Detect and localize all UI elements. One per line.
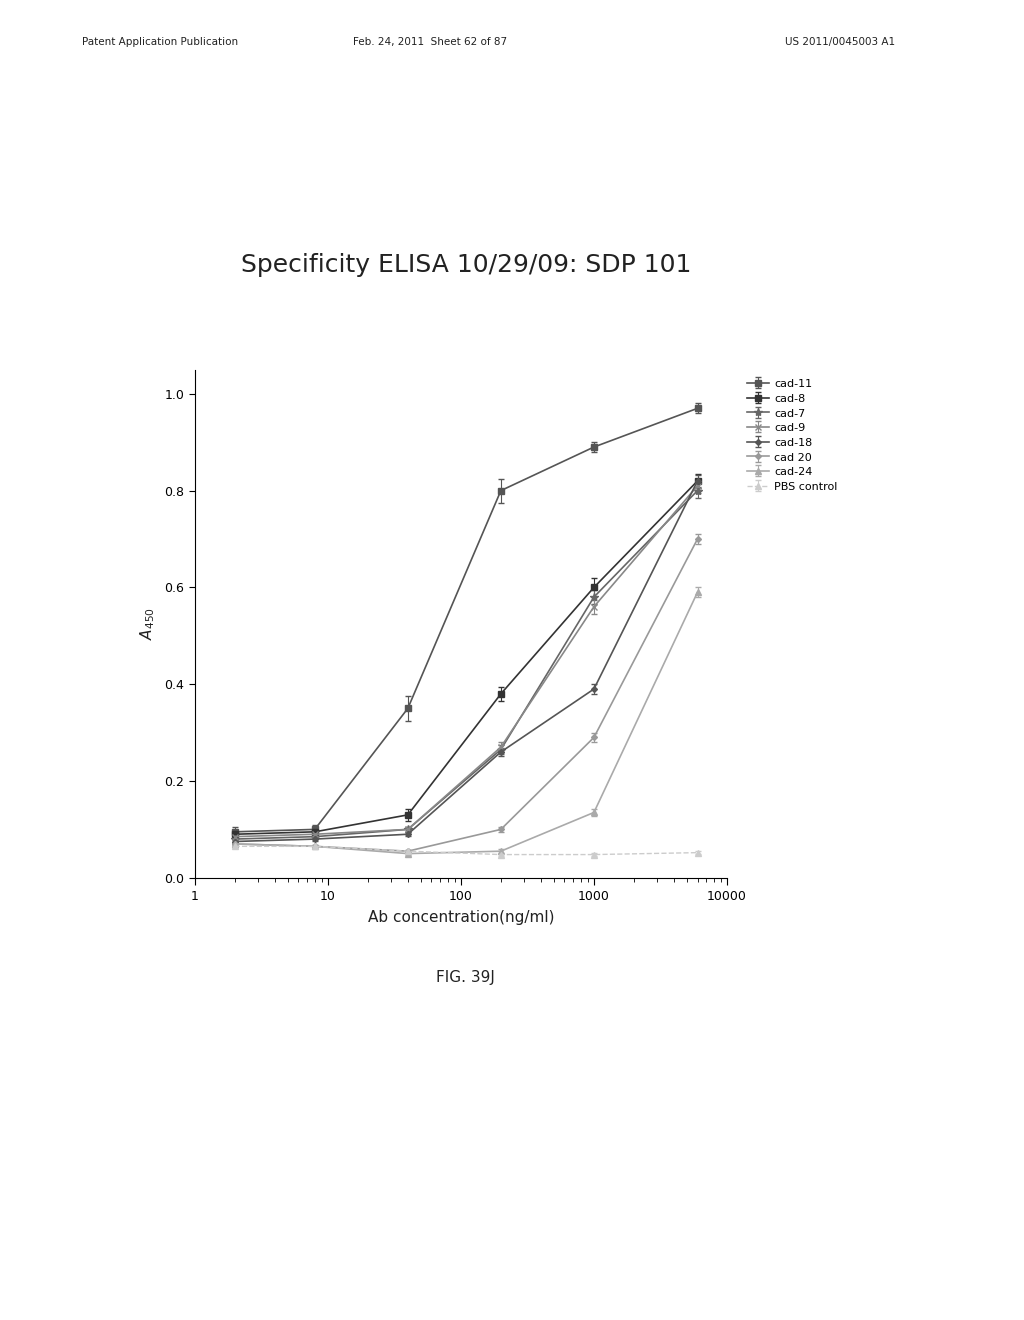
Text: Patent Application Publication: Patent Application Publication: [82, 37, 238, 48]
Text: US 2011/0045003 A1: US 2011/0045003 A1: [784, 37, 895, 48]
X-axis label: Ab concentration(ng/ml): Ab concentration(ng/ml): [368, 909, 554, 924]
Legend: cad-11, cad-8, cad-7, cad-9, cad-18, cad 20, cad-24, PBS control: cad-11, cad-8, cad-7, cad-9, cad-18, cad…: [743, 375, 841, 495]
Y-axis label: $A_{450}$: $A_{450}$: [138, 607, 158, 640]
Text: FIG. 39J: FIG. 39J: [436, 970, 496, 985]
Text: Feb. 24, 2011  Sheet 62 of 87: Feb. 24, 2011 Sheet 62 of 87: [353, 37, 507, 48]
Text: Specificity ELISA 10/29/09: SDP 101: Specificity ELISA 10/29/09: SDP 101: [241, 253, 691, 277]
